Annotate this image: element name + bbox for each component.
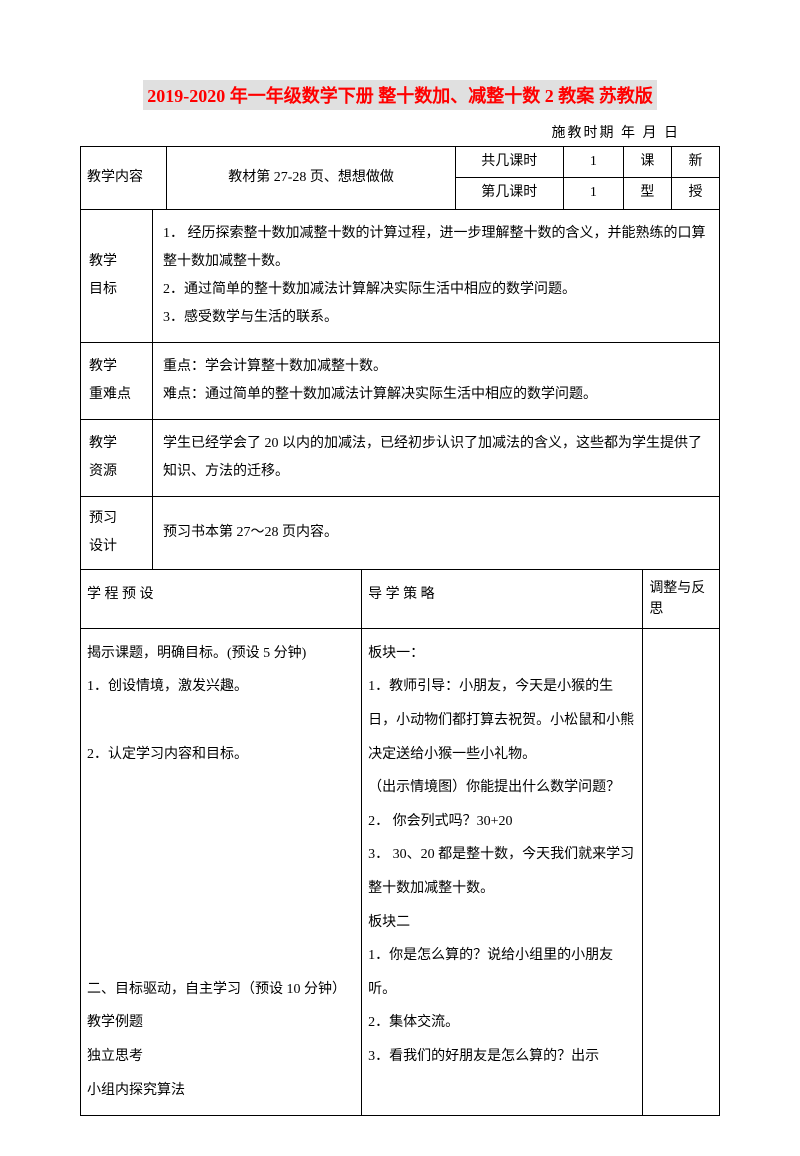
header-table: 教学内容 教材第 27-28 页、想想做做 共几课时 1 课 新 第几课时 1 … bbox=[80, 146, 720, 210]
plan-col1: 揭示课题，明确目标。(预设 5 分钟)1．创设情境，激发兴趣。2．认定学习内容和… bbox=[81, 628, 362, 1115]
label-yuxi: 预习设计 bbox=[81, 496, 153, 569]
plan-col2: 板块一：1．教师引导：小朋友，今天是小猴的生日，小动物们都打算去祝贺。小松鼠和小… bbox=[362, 628, 643, 1115]
content-zhongnan: 重点：学会计算整十数加减整十数。难点：通过简单的整十数加减法计算解决实际生活中相… bbox=[153, 342, 720, 419]
content-ziyuan: 学生已经学会了 20 以内的加减法，已经初步认识了加减法的含义，这些都为学生提供… bbox=[153, 419, 720, 496]
label-zhongnan: 教学重难点 bbox=[81, 342, 153, 419]
sections-table: 教学目标 1． 经历探索整十数加减整十数的计算过程，进一步理解整十数的含义，并能… bbox=[80, 209, 720, 570]
label-mubiao: 教学目标 bbox=[81, 209, 153, 342]
label-ziyuan: 教学资源 bbox=[81, 419, 153, 496]
type-val-2: 授 bbox=[671, 178, 719, 209]
period-label-1: 共几课时 bbox=[455, 147, 563, 178]
plan-table: 学 程 预 设 导 学 策 略 调整与反思 揭示课题，明确目标。(预设 5 分钟… bbox=[80, 569, 720, 1116]
type-val-1: 新 bbox=[671, 147, 719, 178]
plan-header-3: 调整与反思 bbox=[643, 569, 720, 628]
plan-col3 bbox=[643, 628, 720, 1115]
teaching-content: 教材第 27-28 页、想想做做 bbox=[167, 147, 455, 210]
period-label-2: 第几课时 bbox=[455, 178, 563, 209]
content-yuxi: 预习书本第 27～28 页内容。 bbox=[153, 496, 720, 569]
period-val-1: 1 bbox=[563, 147, 623, 178]
type-label-2: 型 bbox=[623, 178, 671, 209]
date-line: 施教时期 年 月 日 bbox=[80, 122, 720, 142]
plan-header-1: 学 程 预 设 bbox=[81, 569, 362, 628]
page-title: 2019-2020 年一年级数学下册 整十数加、减整十数 2 教案 苏教版 bbox=[143, 80, 657, 110]
period-val-2: 1 bbox=[563, 178, 623, 209]
label-content: 教学内容 bbox=[81, 147, 167, 210]
plan-header-2: 导 学 策 略 bbox=[362, 569, 643, 628]
content-mubiao: 1． 经历探索整十数加减整十数的计算过程，进一步理解整十数的含义，并能熟练的口算… bbox=[153, 209, 720, 342]
type-label-1: 课 bbox=[623, 147, 671, 178]
